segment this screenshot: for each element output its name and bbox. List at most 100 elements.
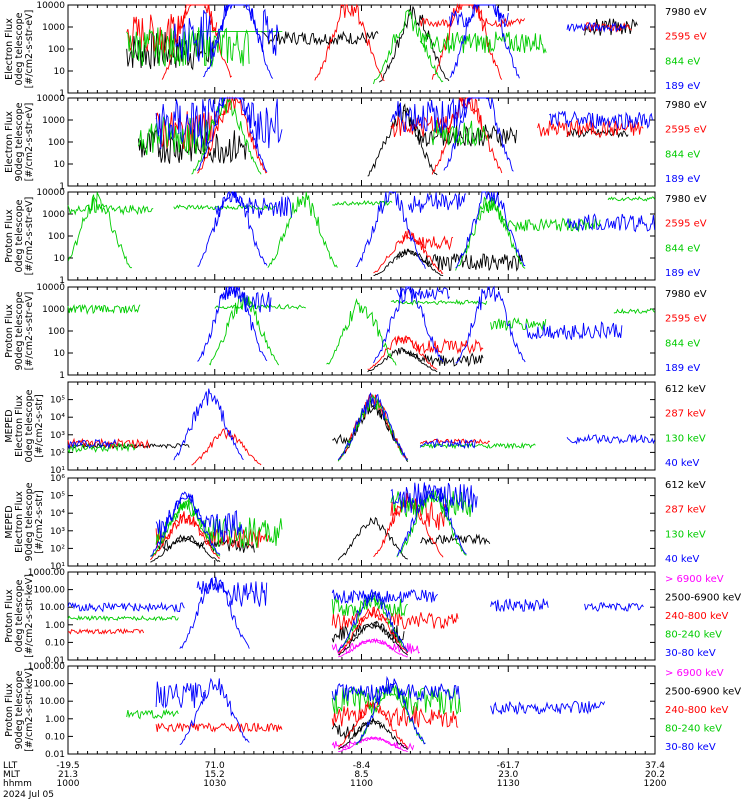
date-label: 2024 Jul 05 [3, 790, 54, 800]
y-axis-label: 90deg telescope [14, 291, 25, 370]
y-axis-label: [#/cm2-s-str-keV] [24, 668, 35, 752]
y-tick-label: 1000 [42, 23, 65, 33]
legend-entry: > 6900 keV [665, 574, 724, 585]
legend-entry: 80-240 keV [665, 630, 722, 641]
series-trace [126, 684, 461, 746]
y-tick-label: 10000 [36, 283, 65, 293]
legend-entry: 130 keV [665, 529, 706, 540]
series-trace [67, 388, 656, 461]
y-tick-label: 100.00 [34, 586, 66, 596]
legend-entry: 40 keV [665, 554, 699, 565]
legend-entry: 844 eV [665, 243, 700, 254]
y-tick-label: 1000.00 [28, 568, 65, 578]
plot-frame [67, 286, 656, 376]
y-axis-label: Electron Flux [4, 111, 15, 173]
y-tick-label: 10 [54, 254, 66, 264]
y-axis-label: Proton Flux [4, 304, 15, 358]
legend-entry: 287 keV [665, 505, 706, 516]
y-axis-label: Electron Flux [4, 18, 15, 80]
y-axis-label: Electron Flux [14, 491, 25, 553]
series-trace [331, 736, 415, 753]
panel-5: 10¹ 10² 10³ 10⁴ 10⁵ MEPED Electron Flux 0deg te… [4, 381, 706, 476]
x-tick-value: 15.2 [205, 770, 225, 780]
series-trace [67, 294, 656, 366]
x-tick-value: -61.7 [497, 761, 520, 771]
series-trace [67, 393, 536, 462]
y-axis-label: 90deg telescope [24, 482, 35, 561]
y-tick-label: 1.00 [45, 715, 65, 725]
x-tick-value: 21.3 [58, 770, 78, 780]
series-trace [155, 97, 653, 173]
legend-entry: 40 keV [665, 458, 699, 469]
series-trace [67, 190, 656, 271]
legend-entry: 844 eV [665, 338, 700, 349]
panel-3: 1 10 100 1000 10000 Proton Flux 0deg telescope… [4, 188, 707, 286]
x-tick-value: 1200 [644, 779, 667, 789]
plot-frame [67, 381, 656, 471]
series-trace [331, 716, 409, 750]
y-tick-label: 10³ [50, 527, 65, 537]
series-trace [197, 285, 623, 364]
panel-4: 1 10 100 1000 10000 Proton Flux 90deg telescop… [4, 283, 707, 381]
y-axis-label: [#/cm2-s-str-eV] [24, 10, 35, 89]
legend-entry: 612 keV [665, 480, 706, 491]
y-tick-label: 10 [54, 67, 66, 77]
y-tick-label: 1000 [42, 116, 65, 126]
legend-entry: 2500-6900 keV [665, 593, 741, 604]
y-tick-label: 0.01 [45, 750, 65, 760]
y-axis-label: 0deg telescope [14, 199, 25, 272]
series-trace [173, 3, 627, 79]
y-tick-label: 10³ [50, 431, 65, 441]
y-tick-label: 1 [59, 89, 65, 99]
y-tick-label: 10000 [36, 1, 65, 11]
y-tick-label: 1 [59, 182, 65, 192]
x-tick-value: 71.0 [205, 761, 225, 771]
series-trace [67, 592, 409, 653]
series-trace [331, 620, 409, 656]
legend-entry: 130 keV [665, 433, 706, 444]
legend-entry: 30-80 keV [665, 648, 716, 659]
y-tick-label: 10 [54, 349, 66, 359]
y-tick-label: 10¹ [50, 562, 65, 572]
legend-entry: 30-80 keV [665, 742, 716, 753]
y-tick-label: 100.00 [34, 680, 66, 690]
legend-entry: 7980 eV [665, 289, 707, 300]
y-tick-label: 1000 [42, 305, 65, 315]
series-trace [150, 489, 473, 558]
series-trace [367, 334, 484, 370]
y-tick-label: 1000 [42, 210, 65, 220]
x-tick-value: 37.4 [645, 761, 665, 771]
y-tick-label: 100 [48, 232, 65, 242]
y-tick-label: 1 [59, 371, 65, 381]
series-trace [126, 3, 632, 82]
x-row-label: LLT [3, 761, 18, 771]
y-axis-label: 90deg telescope [14, 670, 25, 749]
x-tick-value: -19.5 [56, 761, 79, 771]
y-tick-label: 10 [54, 160, 66, 170]
legend-entry: 7980 eV [665, 194, 707, 205]
panel-8: 0.01 0.10 1.00 10.00 100.00 1000.00 Proton Flu… [4, 662, 741, 760]
y-axis-label: [#/cm2-s-str-eV] [24, 103, 35, 182]
series-trace [67, 606, 459, 654]
plot-frame [67, 571, 656, 661]
y-tick-label: 1000.00 [28, 662, 65, 672]
series-trace [373, 248, 524, 277]
series-trace [150, 492, 447, 561]
series-trace [67, 397, 409, 463]
legend-entry: 2595 eV [665, 219, 707, 230]
y-tick-label: 10000 [36, 94, 65, 104]
y-axis-label: 90deg telescope [14, 102, 25, 181]
y-axis-label: 0deg telescope [14, 12, 25, 85]
y-axis-label: Proton Flux [4, 589, 15, 643]
x-row-label: hhmm [3, 779, 32, 789]
y-tick-label: 10.00 [39, 603, 65, 613]
y-axis-label: Proton Flux [4, 683, 15, 737]
x-tick-value: 1030 [203, 779, 226, 789]
y-tick-label: 10⁶ [50, 474, 65, 484]
y-tick-label: 10.00 [39, 697, 65, 707]
y-axis-label: [#/cm2-s-str-eV] [24, 292, 35, 371]
x-tick-value: 1100 [350, 779, 373, 789]
legend-entry: 189 eV [665, 81, 700, 92]
panel-6: 10¹ 10² 10³ 10⁴ 10⁵ 10⁶ MEPED Electron Flux 90de… [4, 474, 706, 572]
